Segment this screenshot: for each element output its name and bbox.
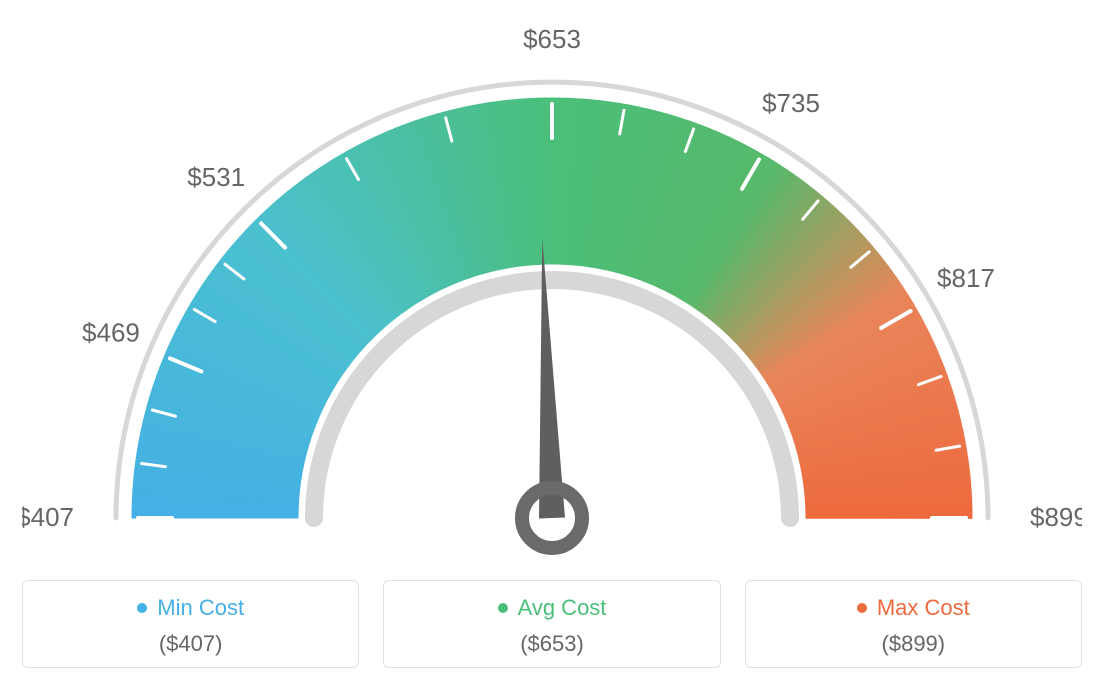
tick-label: $469 — [82, 318, 140, 348]
legend-avg-card: Avg Cost ($653) — [383, 580, 720, 668]
legend-min-label: Min Cost — [157, 595, 244, 621]
dot-icon — [857, 603, 867, 613]
legend-avg-value: ($653) — [394, 631, 709, 657]
tick-label: $735 — [762, 88, 820, 118]
legend-min-value: ($407) — [33, 631, 348, 657]
tick-label: $817 — [937, 263, 995, 293]
legend-max-value: ($899) — [756, 631, 1071, 657]
tick-label: $407 — [22, 502, 74, 532]
legend-avg-label: Avg Cost — [518, 595, 607, 621]
legend-row: Min Cost ($407) Avg Cost ($653) Max Cost… — [22, 580, 1082, 668]
tick-label: $653 — [523, 24, 581, 54]
legend-min-card: Min Cost ($407) — [22, 580, 359, 668]
tick-label: $531 — [187, 162, 245, 192]
legend-max-card: Max Cost ($899) — [745, 580, 1082, 668]
dot-icon — [498, 603, 508, 613]
cost-gauge: $407 $469 $531 $653 $735 $817 $899 — [22, 10, 1082, 570]
dot-icon — [137, 603, 147, 613]
legend-max-label: Max Cost — [877, 595, 970, 621]
tick-label: $899 — [1030, 502, 1082, 532]
